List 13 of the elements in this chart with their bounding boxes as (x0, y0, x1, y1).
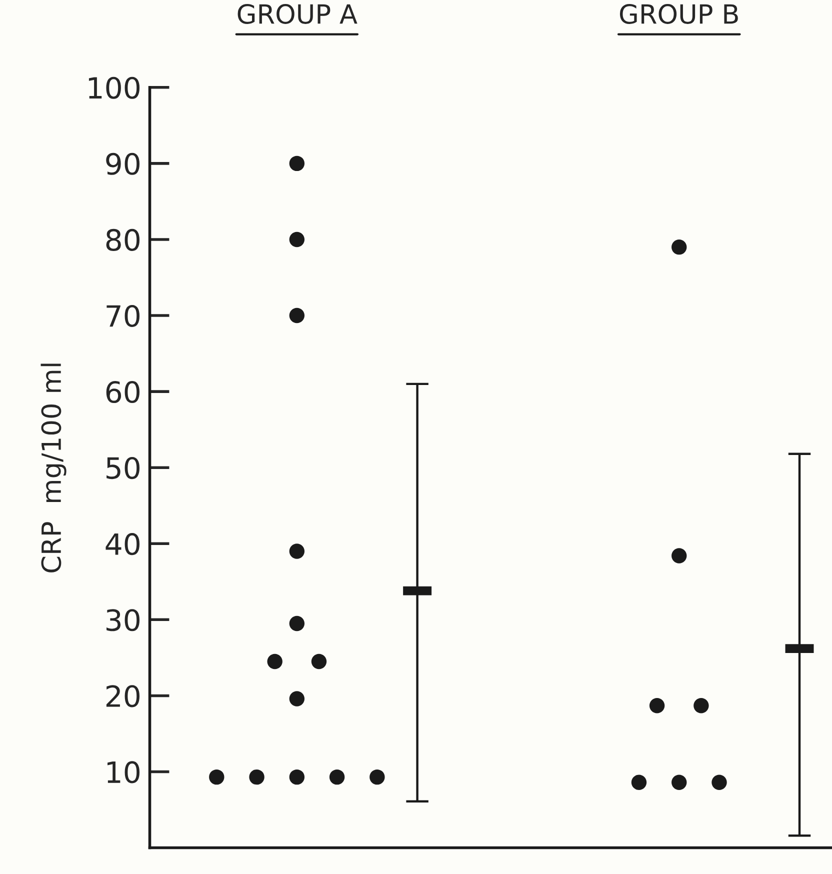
y-tick-label: 60 (106, 380, 140, 404)
y-tick-label: 80 (106, 228, 140, 251)
x-tick-label: GROUP A (238, 4, 358, 24)
y-tick-label: 40 (106, 533, 140, 556)
y-tick-label: 100 (88, 76, 140, 99)
y-tick-label: 10 (108, 761, 140, 784)
y-axis-title: CRP mg/100 ml (40, 364, 66, 572)
y-tick-label: 20 (106, 685, 140, 708)
y-tick-label: 50 (106, 457, 140, 480)
y-tick-label: 90 (106, 152, 140, 175)
y-tick-label: 30 (106, 609, 140, 632)
x-tick-label: GROUP B (620, 4, 738, 24)
y-tick-label: 70 (106, 304, 140, 328)
